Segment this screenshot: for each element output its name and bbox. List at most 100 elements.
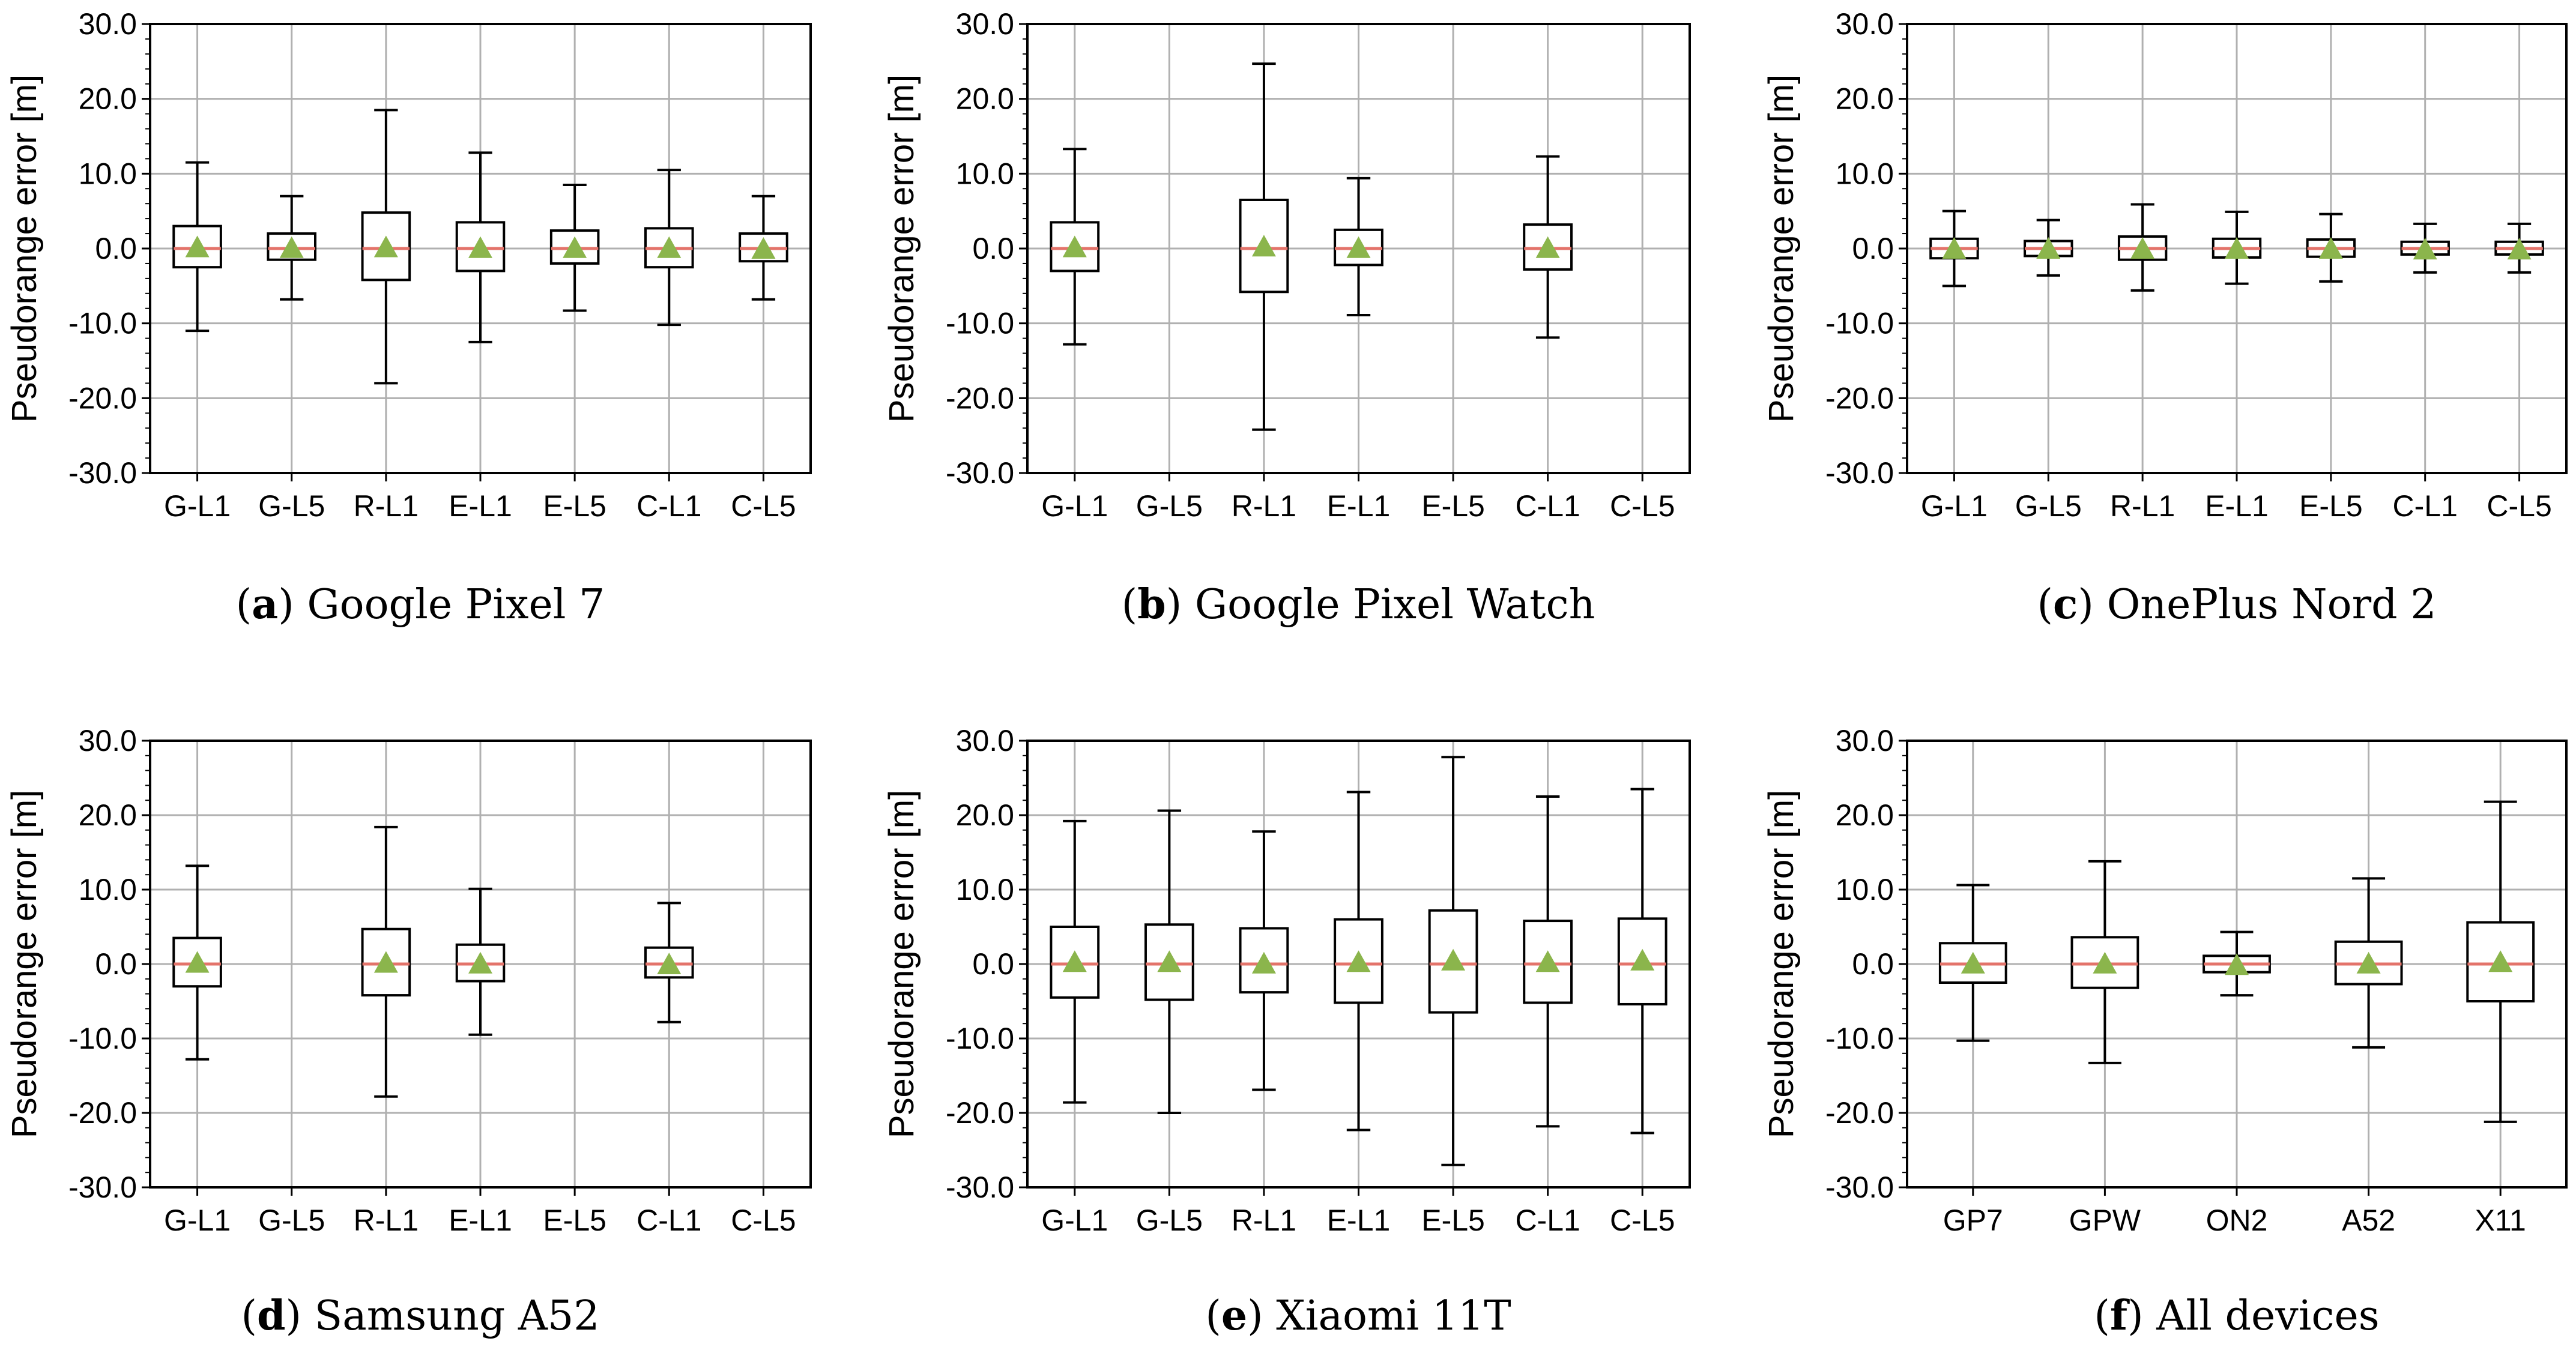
x-tick-label: G-L5 — [1136, 1204, 1203, 1237]
y-tick-label: -30.0 — [68, 1171, 137, 1204]
mean-marker — [657, 236, 682, 258]
mean-marker — [1630, 948, 1655, 971]
y-tick-label: -30.0 — [68, 456, 137, 490]
y-axis-label: Pseudorange error [m] — [1762, 790, 1801, 1138]
x-tick-label: R-L1 — [1232, 489, 1296, 523]
plot-frame — [149, 23, 812, 474]
box-E-L1 — [455, 887, 506, 1036]
mean-marker — [1251, 951, 1276, 974]
box-E-L5 — [549, 184, 600, 312]
panel-caption: (c) OnePlus Nord 2 — [2037, 580, 2436, 628]
x-tick-label: G-L1 — [164, 1204, 231, 1237]
box-GPW — [2070, 860, 2139, 1064]
mean-marker — [1441, 948, 1466, 971]
x-tick-label: C-L5 — [1610, 1204, 1675, 1237]
plot-frame — [1906, 740, 2568, 1189]
mean-marker — [657, 953, 682, 974]
y-tick-label: -10.0 — [68, 307, 137, 340]
x-tick-label: G-L5 — [258, 489, 325, 523]
box-E-L5 — [1428, 756, 1478, 1166]
box-C-L5 — [2494, 222, 2544, 274]
x-tick-label: C-L5 — [731, 489, 796, 523]
mean-marker — [751, 237, 776, 259]
x-tick-label: E-L1 — [1327, 489, 1391, 523]
x-tick-label: C-L5 — [731, 1204, 796, 1237]
x-tick-label: G-L1 — [1041, 1204, 1108, 1237]
box-G-L1 — [1050, 819, 1100, 1104]
y-axis-label: Pseudorange error [m] — [882, 790, 921, 1138]
x-tick-label: G-L1 — [164, 489, 231, 523]
x-tick-label: G-L5 — [1136, 489, 1203, 523]
box-R-L1 — [361, 109, 411, 385]
x-tick-label: GPW — [2069, 1204, 2141, 1237]
box-A52 — [2334, 877, 2403, 1049]
plot-frame — [149, 740, 812, 1189]
x-tick-label: E-L5 — [1421, 489, 1485, 523]
box-C-L1 — [644, 902, 694, 1023]
y-tick-label: -20.0 — [946, 381, 1014, 415]
x-tick-label: E-L5 — [1421, 1204, 1485, 1237]
x-tick-label: R-L1 — [1232, 1204, 1296, 1237]
box-R-L1 — [2117, 203, 2168, 292]
y-tick-label: 20.0 — [79, 82, 137, 116]
box-R-L1 — [361, 825, 411, 1098]
box-E-L1 — [455, 151, 506, 343]
panel-f: 30.0 20.0 10.0 0.0 -10.0 -20.0 -30.0 GP7 GPW ON2 A… — [1762, 724, 2568, 1340]
y-tick-label: -10.0 — [1825, 307, 1894, 340]
mean-marker — [1535, 950, 1560, 972]
x-tick-label: R-L1 — [354, 1204, 419, 1237]
mean-marker — [1062, 950, 1087, 972]
mean-marker — [2225, 237, 2249, 259]
mean-marker — [185, 951, 210, 973]
y-tick-label: -30.0 — [946, 456, 1014, 490]
box-E-L5 — [2306, 212, 2356, 283]
mean-marker — [2413, 238, 2437, 260]
panel-caption: (d) Samsung A52 — [241, 1292, 599, 1340]
x-tick-label: E-L1 — [449, 1204, 512, 1237]
y-tick-label: 10.0 — [1836, 157, 1894, 190]
x-tick-label: E-L5 — [2299, 489, 2363, 523]
y-tick-label: 0.0 — [95, 947, 137, 981]
mean-marker — [2036, 237, 2061, 259]
y-tick-label: 0.0 — [972, 947, 1014, 981]
plot-frame — [1026, 740, 1691, 1189]
box-E-L1 — [2212, 210, 2262, 285]
y-tick-label: -20.0 — [946, 1096, 1014, 1130]
plot-frame — [1906, 23, 2568, 474]
x-tick-label: E-L5 — [543, 489, 606, 523]
x-tick-label: G-L1 — [1921, 489, 1988, 523]
panel-b: 30.0 20.0 10.0 0.0 -10.0 -20.0 -30.0 G-L1 G-L5 R-… — [882, 7, 1691, 628]
y-tick-label: -30.0 — [1825, 456, 1894, 490]
mean-marker — [1251, 235, 1276, 257]
mean-marker — [1942, 237, 1967, 259]
box-G-L5 — [267, 194, 316, 301]
y-tick-label: -20.0 — [1825, 1096, 1894, 1130]
y-tick-label: -10.0 — [68, 1022, 137, 1055]
box-C-L5 — [739, 194, 788, 301]
y-tick-label: 10.0 — [79, 157, 137, 190]
box-G-L1 — [1050, 148, 1100, 346]
mean-marker — [373, 235, 398, 258]
box-G-L5 — [2024, 218, 2073, 277]
y-tick-label: -30.0 — [1825, 1171, 1894, 1204]
y-tick-label: -20.0 — [68, 1096, 137, 1130]
box-GP7 — [1938, 884, 2007, 1042]
y-tick-label: 30.0 — [956, 724, 1014, 758]
panel-a: 30.0 20.0 10.0 0.0 -10.0 -20.0 -30.0 G-L1 G-L5 R-… — [5, 7, 812, 628]
panel-caption: (b) Google Pixel Watch — [1122, 580, 1595, 628]
y-tick-label: 30.0 — [1836, 7, 1894, 41]
y-tick-label: 0.0 — [1852, 947, 1894, 981]
y-tick-label: 30.0 — [79, 7, 137, 41]
x-tick-label: G-L1 — [1041, 489, 1108, 523]
x-tick-label: GP7 — [1943, 1204, 2003, 1237]
box-G-L1 — [1929, 209, 1979, 288]
x-tick-label: X11 — [2475, 1204, 2526, 1237]
y-tick-label: 30.0 — [79, 724, 137, 758]
x-tick-label: E-L1 — [1327, 1204, 1391, 1237]
x-tick-label: C-L1 — [636, 489, 701, 523]
box-G-L1 — [172, 161, 222, 333]
y-tick-label: -10.0 — [1825, 1022, 1894, 1055]
y-tick-label: 20.0 — [1836, 82, 1894, 116]
y-tick-label: 20.0 — [1836, 798, 1894, 832]
box-G-L5 — [1144, 809, 1194, 1114]
